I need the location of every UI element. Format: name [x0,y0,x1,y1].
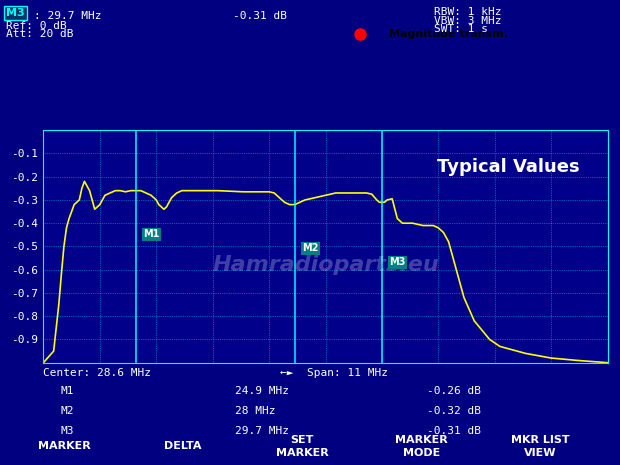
Text: M3: M3 [389,257,406,267]
Text: MARKER: MARKER [38,441,91,452]
Text: M1: M1 [143,229,160,239]
Text: Ref: 0 dB: Ref: 0 dB [6,20,67,31]
Text: Typical Values: Typical Values [436,158,579,176]
Text: Hamradioparts.eu: Hamradioparts.eu [212,255,439,275]
Text: 28 MHz: 28 MHz [235,406,276,416]
Text: ←►  Span: 11 MHz: ←► Span: 11 MHz [280,368,388,378]
Text: : 29.7 MHz: : 29.7 MHz [34,11,102,21]
Text: M1: M1 [60,386,74,396]
Text: M2: M2 [303,243,319,253]
Text: -0.31 dB: -0.31 dB [427,426,481,436]
Text: 29.7 MHz: 29.7 MHz [235,426,289,436]
Text: M3: M3 [60,426,74,436]
Text: -0.26 dB: -0.26 dB [427,386,481,396]
Text: MARKER
MODE: MARKER MODE [395,435,448,458]
Text: Center: 28.6 MHz: Center: 28.6 MHz [43,368,151,378]
Text: Att: 20 dB: Att: 20 dB [6,29,74,40]
Text: DELTA: DELTA [164,441,202,452]
Text: M2: M2 [60,406,74,416]
Text: RBW: 1 kHz: RBW: 1 kHz [434,7,502,17]
Text: Magnitude transm.: Magnitude transm. [389,29,508,39]
Text: MKR LIST
VIEW: MKR LIST VIEW [511,435,570,458]
Text: M3: M3 [6,8,25,18]
Text: SWT: 1 s: SWT: 1 s [434,24,488,34]
Text: 24.9 MHz: 24.9 MHz [235,386,289,396]
Text: -0.31 dB: -0.31 dB [233,11,288,21]
Text: SET
MARKER: SET MARKER [276,435,329,458]
Text: -0.32 dB: -0.32 dB [427,406,481,416]
Text: VBW: 3 MHz: VBW: 3 MHz [434,16,502,26]
